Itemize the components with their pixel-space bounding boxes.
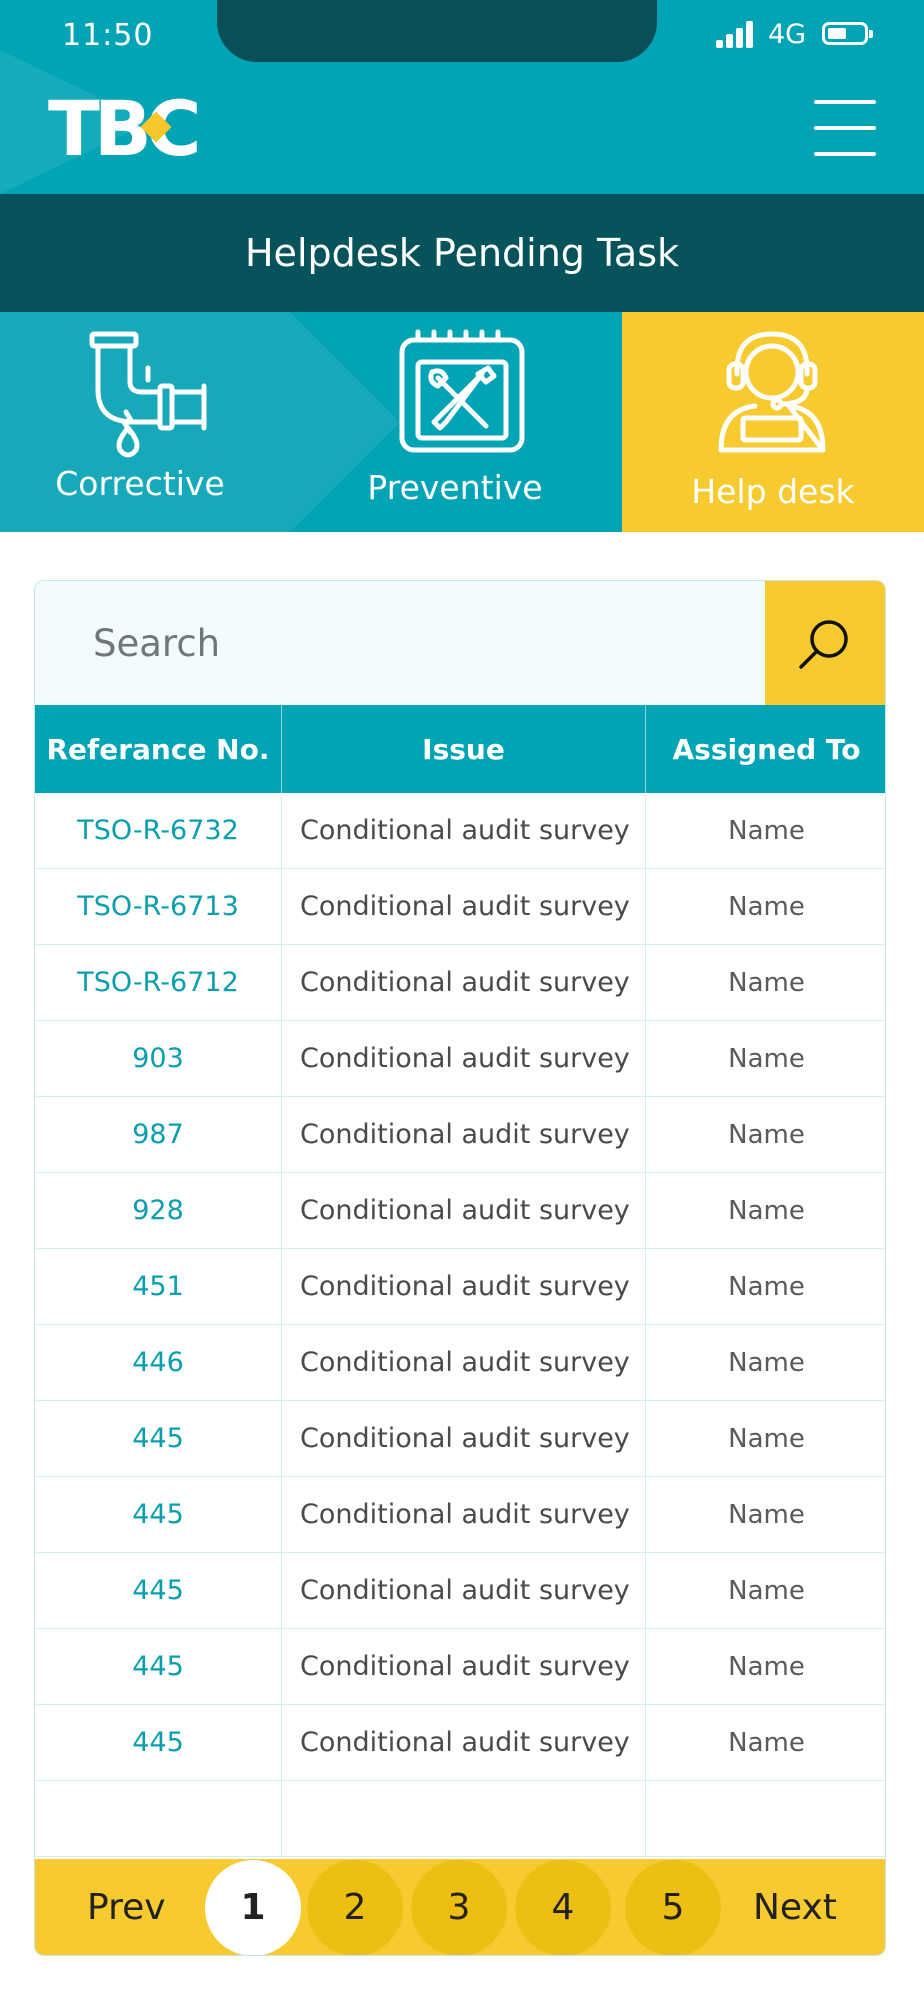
issue-cell: Conditional audit survey <box>282 1705 646 1780</box>
battery-icon <box>822 22 873 45</box>
reference-link[interactable]: 445 <box>35 1553 282 1628</box>
table-row[interactable]: 445 Conditional audit survey Name <box>35 1401 885 1477</box>
table-row[interactable]: 445 Conditional audit survey Name <box>35 1553 885 1629</box>
assigned-cell: Name <box>728 1271 805 1302</box>
reference-link[interactable]: 445 <box>35 1705 282 1780</box>
page-3-button[interactable]: 3 <box>411 1860 507 1955</box>
pagination: Prev 1 2 3 4 5 Next <box>35 1859 885 1955</box>
assigned-cell: Name <box>728 815 805 846</box>
table-row[interactable]: 928 Conditional audit survey Name <box>35 1173 885 1249</box>
column-header-reference[interactable]: Referance No. <box>35 705 282 793</box>
search-input[interactable] <box>35 581 765 705</box>
table-row[interactable]: 903 Conditional audit survey Name <box>35 1021 885 1097</box>
issue-cell: Conditional audit survey <box>282 793 646 868</box>
table-row[interactable]: TSO-R-6712 Conditional audit survey Name <box>35 945 885 1021</box>
table-row[interactable]: 446 Conditional audit survey Name <box>35 1325 885 1401</box>
page-1-button[interactable]: 1 <box>205 1860 301 1955</box>
reference-link[interactable]: 445 <box>35 1401 282 1476</box>
page-4-button[interactable]: 4 <box>515 1860 611 1955</box>
reference-link[interactable]: 445 <box>35 1477 282 1552</box>
app-header: 11:50 4G TBC <box>0 0 924 194</box>
page-2-button[interactable]: 2 <box>307 1860 403 1955</box>
reference-link[interactable]: 928 <box>35 1173 282 1248</box>
next-page-button[interactable]: Next <box>753 1887 837 1928</box>
table-row-empty <box>35 1781 885 1857</box>
pending-task-card: Referance No. Issue Assigned To TSO-R-67… <box>34 580 886 1956</box>
issue-cell: Conditional audit survey <box>282 1401 646 1476</box>
pipe-leak-icon <box>89 331 207 458</box>
reference-link[interactable]: TSO-R-6712 <box>35 945 282 1020</box>
tab-preventive[interactable]: Preventive <box>300 312 610 532</box>
assigned-cell: Name <box>728 1499 805 1530</box>
table-row[interactable]: 445 Conditional audit survey Name <box>35 1477 885 1553</box>
issue-cell: Conditional audit survey <box>282 1173 646 1248</box>
issue-cell: Conditional audit survey <box>282 1097 646 1172</box>
hamburger-menu-button[interactable] <box>814 100 876 156</box>
category-tabs: Corrective Preventive Help desk <box>0 312 924 532</box>
column-header-issue[interactable]: Issue <box>282 705 646 793</box>
assigned-cell: Name <box>728 1423 805 1454</box>
issue-cell: Conditional audit survey <box>282 1249 646 1324</box>
page-title-bar: Helpdesk Pending Task <box>0 194 924 312</box>
table-row[interactable]: 445 Conditional audit survey Name <box>35 1629 885 1705</box>
table-row[interactable]: TSO-R-6713 Conditional audit survey Name <box>35 869 885 945</box>
assigned-cell: Name <box>728 1651 805 1682</box>
table-header: Referance No. Issue Assigned To <box>35 705 885 793</box>
reference-link[interactable]: 451 <box>35 1249 282 1324</box>
assigned-cell: Name <box>728 1119 805 1150</box>
issue-cell: Conditional audit survey <box>282 1021 646 1096</box>
assigned-cell: Name <box>728 1347 805 1378</box>
assigned-cell: Name <box>728 1727 805 1758</box>
tab-corrective-label: Corrective <box>55 464 225 503</box>
reference-link[interactable]: 445 <box>35 1629 282 1704</box>
page-title: Helpdesk Pending Task <box>244 231 679 275</box>
assigned-cell: Name <box>728 1195 805 1226</box>
assigned-cell: Name <box>728 891 805 922</box>
column-header-assigned-to[interactable]: Assigned To <box>672 732 861 766</box>
prev-page-button[interactable]: Prev <box>87 1887 166 1928</box>
page-5-button[interactable]: 5 <box>625 1860 721 1955</box>
issue-cell: Conditional audit survey <box>282 869 646 944</box>
status-time: 11:50 <box>62 18 154 53</box>
table-row[interactable]: 987 Conditional audit survey Name <box>35 1097 885 1173</box>
reference-link[interactable]: 903 <box>35 1021 282 1096</box>
tab-corrective[interactable]: Corrective <box>0 312 280 532</box>
reference-link[interactable]: 446 <box>35 1325 282 1400</box>
table-row[interactable]: TSO-R-6732 Conditional audit survey Name <box>35 793 885 869</box>
tbc-logo: TBC <box>48 84 202 173</box>
search-icon <box>799 620 848 669</box>
issue-cell: Conditional audit survey <box>282 1629 646 1704</box>
network-label: 4G <box>768 19 807 50</box>
table-body: TSO-R-6732 Conditional audit survey Name… <box>35 793 885 1857</box>
issue-cell: Conditional audit survey <box>282 1325 646 1400</box>
device-notch <box>217 0 657 62</box>
table-row[interactable]: 445 Conditional audit survey Name <box>35 1705 885 1781</box>
assigned-cell: Name <box>728 1043 805 1074</box>
headset-agent-icon <box>718 331 826 453</box>
calendar-tools-icon <box>399 329 525 453</box>
reference-link[interactable]: TSO-R-6713 <box>35 869 282 944</box>
issue-cell: Conditional audit survey <box>282 1477 646 1552</box>
assigned-cell: Name <box>728 967 805 998</box>
reference-link[interactable]: TSO-R-6732 <box>35 793 282 868</box>
tab-help-desk[interactable]: Help desk <box>622 312 924 532</box>
search-button[interactable] <box>765 581 885 705</box>
search-bar <box>35 581 885 705</box>
table-row[interactable]: 451 Conditional audit survey Name <box>35 1249 885 1325</box>
tab-preventive-label: Preventive <box>367 468 543 507</box>
issue-cell: Conditional audit survey <box>282 1553 646 1628</box>
reference-link[interactable]: 987 <box>35 1097 282 1172</box>
assigned-cell: Name <box>728 1575 805 1606</box>
tab-help-desk-label: Help desk <box>691 472 855 511</box>
signal-icon <box>716 20 756 48</box>
issue-cell: Conditional audit survey <box>282 945 646 1020</box>
